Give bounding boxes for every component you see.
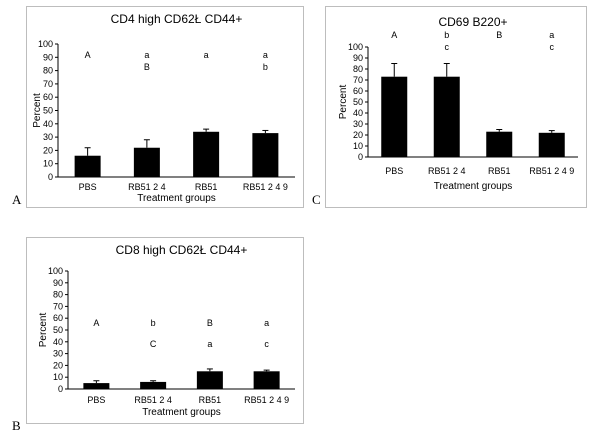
panel-c-bar xyxy=(433,76,460,157)
panel-c-y-tick-label: 40 xyxy=(353,108,363,118)
panel-a-y-tick-label: 70 xyxy=(43,79,53,89)
panel-c-y-tick-label: 100 xyxy=(348,42,363,52)
panel-b-significance-letter: a xyxy=(207,339,212,349)
panel-a-y-tick-label: 50 xyxy=(43,106,53,116)
panel-a-x-axis-label: Treatment groups xyxy=(137,193,216,204)
panel-b-y-tick-label: 10 xyxy=(53,372,63,382)
panel-b-y-axis-label: Percent xyxy=(38,313,49,348)
panel-a-bar xyxy=(74,155,101,177)
panel-b-category-label: RB51 2 4 xyxy=(134,395,172,405)
panel-c-x-axis-label: Treatment groups xyxy=(434,181,513,192)
panel-b-y-tick-label: 0 xyxy=(58,384,63,394)
panel-a-significance-letter: B xyxy=(144,62,150,72)
panel-a-significance-letter: A xyxy=(85,50,91,60)
panel-a-y-tick-label: 10 xyxy=(43,159,53,169)
panel-b-bar xyxy=(196,371,223,389)
panel-a-category-label: RB51 xyxy=(195,182,218,192)
panel-c-y-tick-label: 80 xyxy=(353,64,363,74)
panel-b-x-axis-label: Treatment groups xyxy=(142,407,221,418)
panel-a-y-tick-label: 40 xyxy=(43,119,53,129)
panel-c-title: CD69 B220+ xyxy=(438,15,507,29)
panel-c-y-tick-label: 10 xyxy=(353,141,363,151)
panel-b-category-label: RB51 xyxy=(199,395,222,405)
panel-c-y-tick-label: 70 xyxy=(353,75,363,85)
panel-a-y-tick-label: 60 xyxy=(43,92,53,102)
panel-a-title: CD4 high CD62Ł CD44+ xyxy=(111,12,243,26)
panel-a-y-axis-label: Percent xyxy=(32,93,43,128)
panel-c-significance-letter: c xyxy=(550,42,555,52)
panel-b-title: CD8 high CD62Ł CD44+ xyxy=(116,243,248,257)
panel-c-significance-letter: a xyxy=(549,30,554,40)
panel-c-significance-letter: B xyxy=(496,30,502,40)
panel-c-y-tick-label: 50 xyxy=(353,97,363,107)
panel-b-significance-letter: b xyxy=(151,318,156,328)
panel-b-significance-letter: B xyxy=(207,318,213,328)
panel-a-y-tick-label: 100 xyxy=(38,39,53,49)
panel-a-category-label: RB51 2 4 9 xyxy=(243,182,288,192)
panel-c-significance-letter: b xyxy=(444,30,449,40)
panel-b-bar xyxy=(253,371,280,389)
panel-a-significance-letter: a xyxy=(263,50,268,60)
panel-b-bar xyxy=(83,383,110,389)
panel-c-category-label: RB51 2 4 xyxy=(428,166,466,176)
panel-c-bar xyxy=(538,132,565,157)
panel-b-y-tick-label: 30 xyxy=(53,349,63,359)
panel-a-y-tick-label: 20 xyxy=(43,145,53,155)
panel-a-y-tick-label: 30 xyxy=(43,132,53,142)
panel-a-bar xyxy=(133,147,160,177)
panel-a-category-label: PBS xyxy=(79,182,97,192)
panel-letter-b: B xyxy=(12,418,21,433)
panel-b-y-tick-label: 60 xyxy=(53,313,63,323)
panel-b-significance-letter: a xyxy=(264,318,269,328)
panel-b-category-label: RB51 2 4 9 xyxy=(244,395,289,405)
panel-a-y-tick-label: 0 xyxy=(48,172,53,182)
panel-b-y-tick-label: 70 xyxy=(53,301,63,311)
panel-a-y-tick-label: 80 xyxy=(43,66,53,76)
panel-b-significance-letter: C xyxy=(150,339,157,349)
panel-c-y-tick-label: 0 xyxy=(358,152,363,162)
panel-c-category-label: RB51 xyxy=(488,166,511,176)
panel-c-category-label: PBS xyxy=(385,166,403,176)
panel-a-bar xyxy=(193,131,220,177)
panel-c-y-tick-label: 60 xyxy=(353,86,363,96)
panel-a-category-label: RB51 2 4 xyxy=(128,182,166,192)
panel-c-significance-letter: c xyxy=(445,42,450,52)
panel-c-y-tick-label: 20 xyxy=(353,130,363,140)
panel-b-bar xyxy=(140,381,167,389)
panel-b-significance-letter: A xyxy=(93,318,99,328)
panel-a-bar xyxy=(252,133,279,177)
panel-c-bar xyxy=(486,131,513,157)
panel-b-y-tick-label: 50 xyxy=(53,325,63,335)
panel-c-category-label: RB51 2 4 9 xyxy=(529,166,574,176)
panel-a-significance-letter: a xyxy=(144,50,149,60)
panel-a-significance-letter: a xyxy=(204,50,209,60)
panel-b-category-label: PBS xyxy=(87,395,105,405)
panel-c-y-axis-label: Percent xyxy=(338,85,349,120)
panel-b-y-tick-label: 100 xyxy=(48,266,63,276)
panel-letter-a: A xyxy=(12,192,22,207)
panel-letter-c: C xyxy=(312,192,321,207)
panel-b-y-tick-label: 90 xyxy=(53,278,63,288)
panel-b-y-tick-label: 40 xyxy=(53,337,63,347)
panel-a-significance-letter: b xyxy=(263,62,268,72)
panel-a-y-tick-label: 90 xyxy=(43,52,53,62)
panel-b-y-tick-label: 20 xyxy=(53,360,63,370)
panel-c-y-tick-label: 90 xyxy=(353,53,363,63)
panel-b-frame xyxy=(26,237,304,424)
panel-c-y-tick-label: 30 xyxy=(353,119,363,129)
panel-b-significance-letter: c xyxy=(264,339,269,349)
panel-c-bar xyxy=(381,76,408,157)
panel-c-significance-letter: A xyxy=(391,30,397,40)
panel-b-y-tick-label: 80 xyxy=(53,290,63,300)
